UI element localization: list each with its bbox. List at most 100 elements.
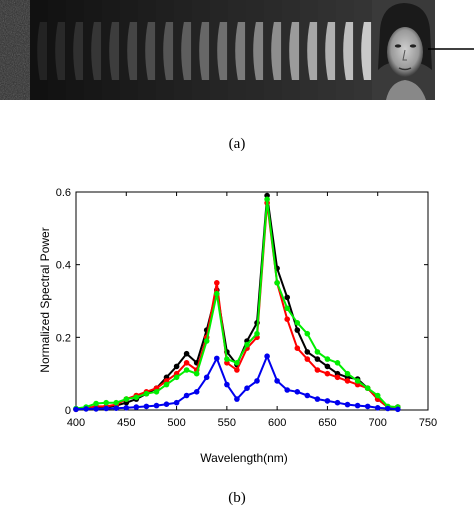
data-point [284, 305, 291, 312]
strip-frame-face [55, 22, 66, 80]
data-point [294, 320, 301, 326]
data-point [364, 403, 371, 410]
data-point [123, 396, 130, 402]
data-point [264, 196, 270, 203]
chart-series [73, 192, 401, 413]
strip-frame-face [235, 22, 246, 80]
data-point [385, 405, 391, 412]
series-3 [73, 353, 401, 413]
strip-frame [30, 0, 48, 100]
strip-frame [84, 0, 102, 100]
data-point [93, 400, 99, 407]
data-point [334, 374, 341, 381]
data-point [334, 399, 341, 406]
strip-frame-face [181, 22, 192, 80]
data-point [314, 349, 321, 355]
data-point [224, 356, 230, 362]
strip-frame-face [361, 22, 372, 80]
data-point [334, 360, 341, 366]
y-tick-label: 0.4 [56, 260, 71, 272]
x-tick-label: 700 [369, 417, 387, 429]
strip-frame-face [217, 22, 228, 80]
data-point [314, 367, 321, 373]
data-point [183, 367, 190, 373]
strip-frame-face [271, 22, 282, 80]
x-tick-label: 600 [268, 417, 286, 429]
data-point [344, 370, 351, 377]
strip-frame-face [127, 22, 138, 80]
series-2 [73, 196, 401, 412]
data-point [314, 356, 321, 362]
data-point [113, 405, 119, 411]
x-tick-label: 450 [117, 417, 135, 429]
series-0 [73, 192, 401, 413]
data-point [153, 402, 160, 409]
data-point [274, 378, 280, 384]
data-point [344, 401, 351, 408]
strip-frame-face [199, 22, 210, 80]
y-tick-label: 0.6 [56, 187, 71, 199]
data-point [143, 390, 150, 397]
data-point [224, 381, 230, 388]
data-point [294, 345, 301, 351]
strip-frame-face [289, 22, 300, 80]
data-point [163, 401, 170, 407]
data-point [183, 350, 190, 357]
y-tick-label: 0 [65, 405, 71, 417]
strip-frame-face [307, 22, 318, 80]
data-point [304, 392, 311, 399]
strip-frame [102, 0, 120, 100]
data-point [173, 363, 180, 370]
data-point [354, 378, 361, 384]
data-point [133, 394, 140, 401]
data-point [103, 399, 109, 406]
spectral-frames [30, 0, 372, 100]
series-1 [73, 200, 401, 413]
data-point [173, 374, 180, 381]
data-point [395, 406, 401, 413]
data-point [203, 374, 210, 381]
data-point [123, 405, 130, 411]
data-point [314, 396, 321, 402]
data-point [113, 399, 119, 406]
data-point [214, 355, 220, 362]
data-point [83, 406, 89, 412]
panel-label-b: (b) [228, 490, 246, 506]
data-point [324, 370, 331, 377]
strip-frame-face [145, 22, 156, 80]
data-point [264, 353, 270, 359]
data-point [284, 387, 291, 393]
plot-frame [75, 191, 429, 411]
x-tick-label: 550 [218, 417, 236, 429]
data-point [294, 389, 301, 395]
strip-frame-face [37, 22, 48, 80]
data-point [214, 290, 220, 297]
data-point [284, 294, 291, 301]
data-point [284, 316, 291, 322]
data-point [374, 392, 381, 399]
data-point [183, 360, 190, 366]
data-point [304, 349, 311, 355]
strip-frame [48, 0, 66, 100]
data-point [274, 280, 280, 286]
data-point [234, 360, 240, 366]
data-point [203, 338, 210, 344]
panel-label-a: (a) [228, 136, 246, 152]
data-point [324, 356, 331, 362]
strip-frame-face [343, 22, 354, 80]
x-tick-label: 750 [419, 417, 437, 429]
strip-frame-face [91, 22, 102, 80]
data-point [324, 363, 331, 370]
data-point [244, 341, 250, 348]
face-image-strip [0, 0, 474, 100]
strip-frame [66, 0, 84, 100]
strip-frame-face [73, 22, 84, 80]
data-point [143, 403, 150, 410]
strip-frame-face [253, 22, 264, 80]
data-point [73, 406, 79, 413]
face-photo [372, 0, 435, 100]
data-point [324, 398, 331, 404]
data-point [103, 405, 109, 412]
x-tick-label: 400 [67, 417, 85, 429]
data-point [374, 405, 381, 411]
